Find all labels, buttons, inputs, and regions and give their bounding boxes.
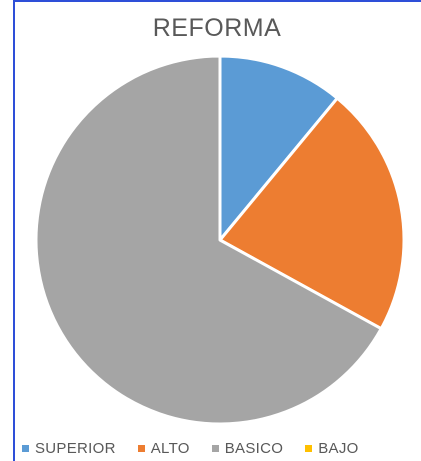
legend-swatch-alto (137, 444, 145, 452)
legend-item-bajo: BAJO (305, 440, 358, 457)
legend-label-alto: ALTO (150, 439, 190, 457)
pie-slice-basico (34, 54, 383, 426)
legend-swatch-basico (211, 444, 219, 452)
legend-label-bajo: BAJO (318, 439, 359, 457)
frame-border-left (13, 0, 15, 461)
chart-legend: SUPERIOR ALTO BASICO BAJO (22, 437, 421, 459)
legend-item-superior: SUPERIOR (22, 440, 116, 457)
legend-swatch-superior (22, 444, 29, 452)
legend-item-basico: BASICO (211, 439, 284, 457)
pie-slice-superior (218, 54, 339, 242)
legend-item-alto: ALTO (137, 439, 190, 457)
chart-title: REFORMA (152, 14, 282, 42)
pie-slice-alto (218, 96, 406, 331)
legend-swatch-bajo (305, 444, 313, 452)
frame-border-top (13, 0, 421, 2)
legend-label-basico: BASICO (224, 439, 284, 457)
legend-label-superior: SUPERIOR (35, 439, 116, 457)
